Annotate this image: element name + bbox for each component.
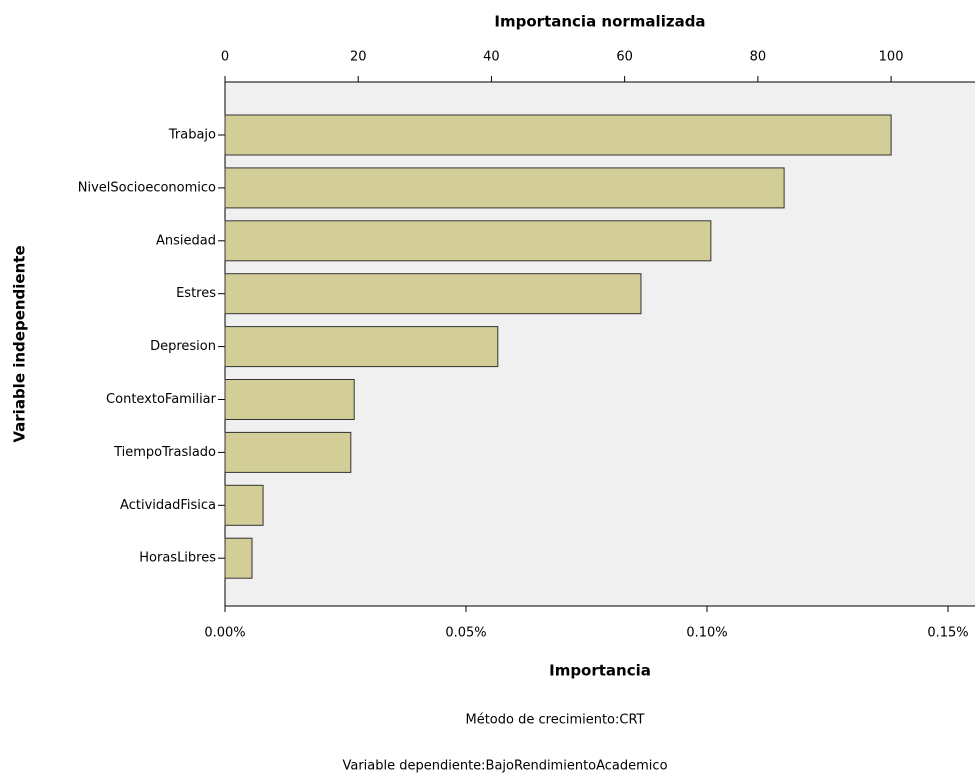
bar xyxy=(224,326,499,368)
y-tick-label: Depresion xyxy=(150,339,216,354)
bar xyxy=(224,537,253,579)
x-tick-label: 0.15% xyxy=(927,626,968,641)
x-tick-label: 0.10% xyxy=(686,626,727,641)
bar xyxy=(224,379,355,420)
bar xyxy=(224,273,642,315)
x2-tick-label: 40 xyxy=(483,50,500,65)
bar xyxy=(224,431,352,473)
y-tick-label: Ansiedad xyxy=(156,233,216,248)
footnote: Método de crecimiento:CRT xyxy=(466,713,645,728)
x-tick-label: 0.05% xyxy=(445,626,486,641)
y-tick-label: HorasLibres xyxy=(139,551,216,566)
x2-tick-label: 60 xyxy=(616,50,633,65)
x-axis-label: Importancia xyxy=(549,662,651,680)
bar xyxy=(224,484,264,526)
y-tick-label: NivelSocioeconomico xyxy=(78,180,216,195)
y-tick-label: ContextoFamiliar xyxy=(106,392,217,407)
bar xyxy=(224,114,892,156)
bar xyxy=(224,220,712,262)
y-tick-label: ActividadFisica xyxy=(120,498,216,513)
y-tick-label: Estres xyxy=(176,286,216,301)
x2-tick-label: 80 xyxy=(750,50,767,65)
x2-tick-label: 100 xyxy=(879,50,904,65)
y-tick-label: TiempoTraslado xyxy=(113,445,216,460)
footnote: Variable dependiente:BajoRendimientoAcad… xyxy=(342,759,667,773)
x2-axis-label: Importancia normalizada xyxy=(494,13,705,31)
bar xyxy=(224,167,785,209)
y-tick-label: Trabajo xyxy=(168,128,216,143)
y-axis-label: Variable independiente xyxy=(11,245,29,442)
x2-tick-label: 0 xyxy=(221,50,229,65)
x-tick-label: 0.00% xyxy=(204,626,245,641)
x2-tick-label: 20 xyxy=(350,50,367,65)
